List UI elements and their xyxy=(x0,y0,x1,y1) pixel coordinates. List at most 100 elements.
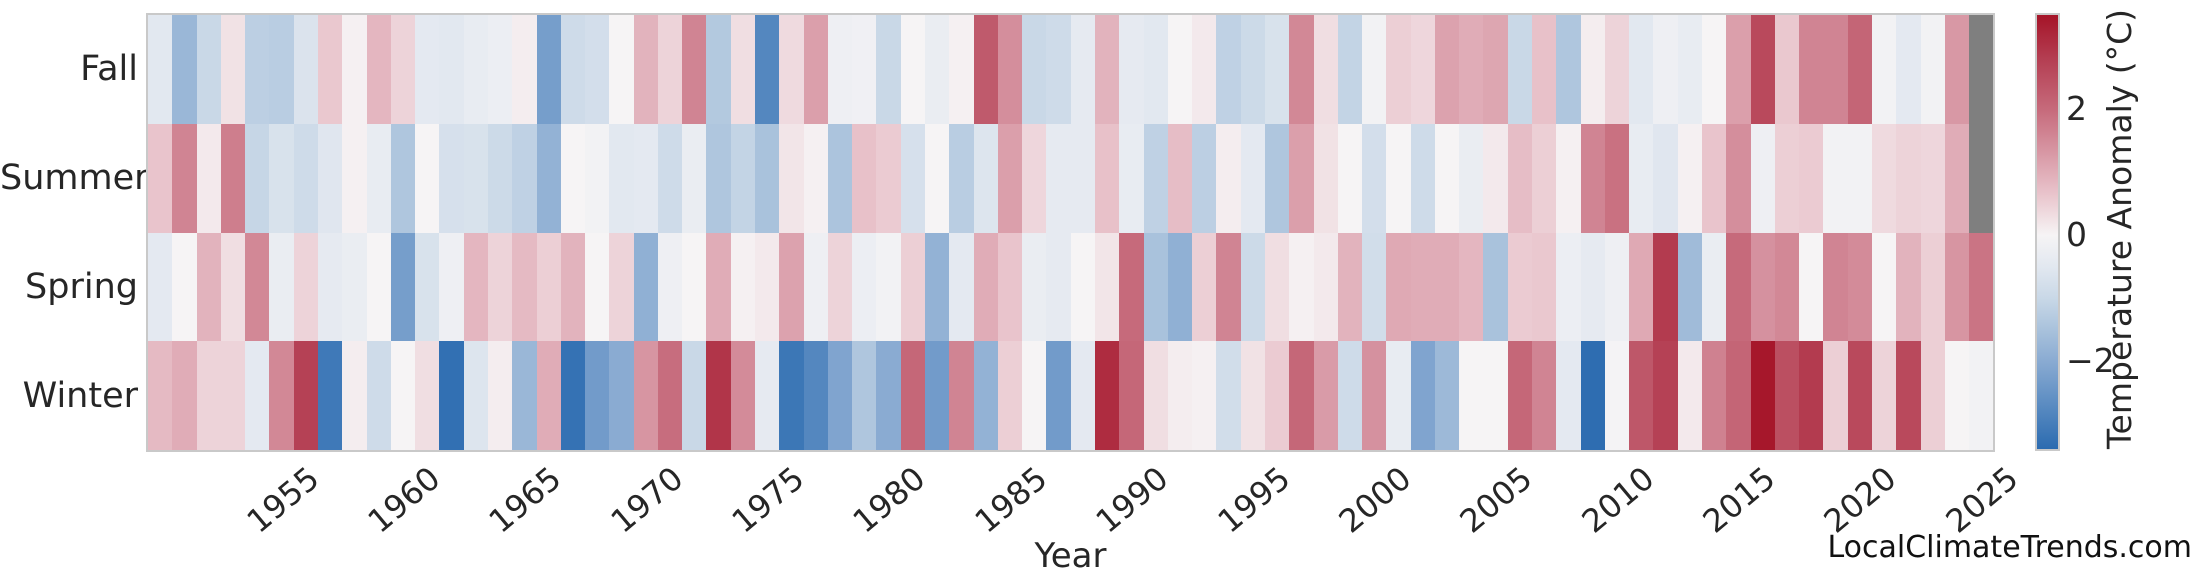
heatmap-cell xyxy=(1847,123,1872,233)
heatmap-cell xyxy=(1264,341,1290,450)
heatmap-cell xyxy=(633,123,658,233)
row-label-fall: Fall xyxy=(80,49,138,90)
heatmap-cell xyxy=(1653,15,1678,124)
x-axis-label: Year xyxy=(1034,536,1107,576)
heatmap-cell xyxy=(1119,15,1144,124)
heatmap-cell xyxy=(1774,15,1800,124)
heatmap-cell xyxy=(949,123,974,233)
heatmap-cell xyxy=(293,232,318,342)
heatmap-cell xyxy=(1483,232,1508,342)
heatmap-cell xyxy=(1167,123,1193,233)
heatmap-cell xyxy=(997,232,1023,342)
heatmap-cell xyxy=(293,341,318,450)
heatmap-cell xyxy=(1483,15,1508,124)
heatmap-cell xyxy=(196,232,221,342)
heatmap-cell xyxy=(1240,123,1265,233)
heatmap-cell xyxy=(1386,232,1411,342)
heatmap-cell xyxy=(366,341,391,450)
heatmap-cell xyxy=(487,341,513,450)
heatmap-cell xyxy=(390,15,416,124)
heatmap-cell xyxy=(949,232,974,342)
heatmap-cell xyxy=(1726,232,1751,342)
heatmap-cell xyxy=(1240,341,1265,450)
heatmap-cell xyxy=(512,232,537,342)
heatmap-cell xyxy=(706,15,731,124)
heatmap-cell xyxy=(1580,232,1605,342)
colorbar-axis-label: Temperature Anomaly (°C) xyxy=(2100,8,2139,449)
heatmap-cell xyxy=(1289,15,1314,124)
heatmap-cell xyxy=(633,15,658,124)
heatmap-cell xyxy=(512,15,537,124)
heatmap-cell xyxy=(803,341,828,450)
heatmap-cell xyxy=(1920,232,1945,342)
heatmap-cell xyxy=(1094,232,1120,342)
heatmap-cell xyxy=(609,15,634,124)
heatmap-cell xyxy=(1386,341,1411,450)
heatmap-cell xyxy=(1823,15,1848,124)
heatmap-cell xyxy=(852,123,877,233)
heatmap-cell xyxy=(560,232,586,342)
heatmap-cell xyxy=(1750,232,1775,342)
heatmap-cell xyxy=(1289,341,1314,450)
heatmap-cell xyxy=(1094,341,1120,450)
heatmap-cell xyxy=(1507,341,1533,450)
heatmap-cell xyxy=(1920,341,1945,450)
heatmap-cell xyxy=(560,123,586,233)
heatmap-cell xyxy=(1726,123,1751,233)
heatmap-cell xyxy=(706,232,731,342)
heatmap-cell xyxy=(706,123,731,233)
heatmap-cell xyxy=(415,341,440,450)
heatmap-cell xyxy=(439,232,464,342)
heatmap-cell xyxy=(755,341,780,450)
heatmap-cell xyxy=(633,232,658,342)
heatmap-cell xyxy=(682,123,707,233)
heatmap-cell xyxy=(1653,232,1678,342)
heatmap-cell xyxy=(1896,123,1921,233)
heatmap-cell xyxy=(876,341,901,450)
heatmap-cell xyxy=(1337,123,1363,233)
heatmap-cell xyxy=(657,232,683,342)
heatmap-cell xyxy=(1313,15,1338,124)
heatmap-cell xyxy=(730,341,756,450)
heatmap-cell xyxy=(1143,232,1168,342)
heatmap-cell xyxy=(439,15,464,124)
heatmap-cell xyxy=(1629,123,1654,233)
heatmap-cell xyxy=(1167,341,1193,450)
heatmap-cell xyxy=(536,15,561,124)
heatmap-cell xyxy=(172,341,197,450)
heatmap-cell xyxy=(973,15,998,124)
heatmap-cell xyxy=(1702,15,1727,124)
heatmap-cell xyxy=(585,232,610,342)
heatmap-cell xyxy=(1094,15,1120,124)
heatmap-cell xyxy=(1313,123,1338,233)
heatmap-cell xyxy=(803,232,828,342)
heatmap-cell xyxy=(1264,123,1290,233)
heatmap-cell xyxy=(1022,15,1047,124)
heatmap-cell xyxy=(1629,341,1654,450)
heatmap-cell xyxy=(827,15,853,124)
heatmap-cell xyxy=(779,232,804,342)
heatmap-cell xyxy=(245,341,270,450)
heatmap-cell xyxy=(1896,232,1921,342)
heatmap-cell xyxy=(1119,123,1144,233)
heatmap-cell xyxy=(1823,232,1848,342)
heatmap-cell xyxy=(827,232,853,342)
heatmap-cell xyxy=(560,15,586,124)
heatmap-cell xyxy=(536,341,561,450)
heatmap-cell xyxy=(366,123,391,233)
heatmap-cell xyxy=(1094,123,1120,233)
heatmap-cell xyxy=(1240,15,1265,124)
heatmap-cell xyxy=(1337,232,1363,342)
heatmap-cell xyxy=(730,15,756,124)
heatmap-cell xyxy=(512,123,537,233)
heatmap-cell xyxy=(1192,341,1217,450)
heatmap-cell xyxy=(1580,341,1605,450)
heatmap-cell xyxy=(1799,341,1824,450)
heatmap-cell xyxy=(682,232,707,342)
heatmap-cell xyxy=(609,123,634,233)
heatmap-cell xyxy=(487,15,513,124)
heatmap-cell xyxy=(1799,15,1824,124)
heatmap-cell xyxy=(269,15,294,124)
row-label-winter: Winter xyxy=(22,375,138,416)
heatmap-cell xyxy=(196,15,221,124)
